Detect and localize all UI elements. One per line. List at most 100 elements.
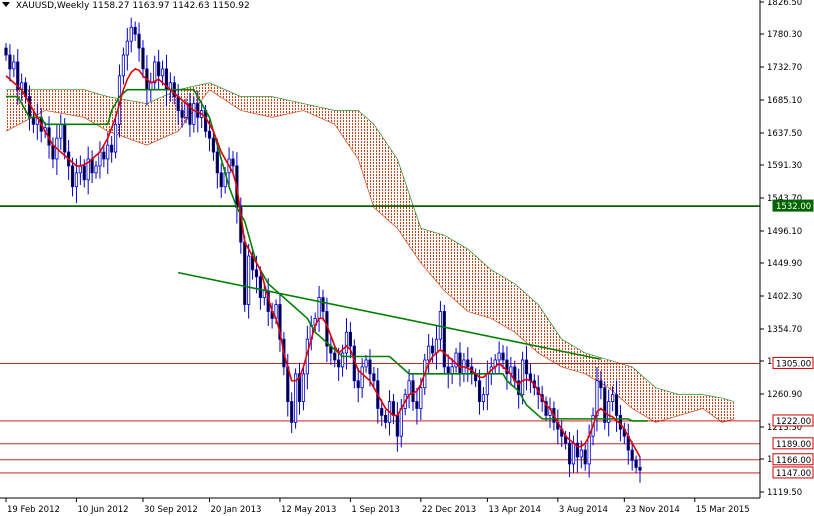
candle-body	[258, 276, 262, 298]
candle-body	[254, 269, 259, 278]
candle-body	[399, 408, 403, 437]
dropdown-triangle-icon[interactable]	[2, 2, 10, 7]
cloud-segment	[491, 269, 515, 333]
cloud-segment	[240, 96, 273, 118]
candle-body	[137, 33, 141, 49]
level-box-label: 1189.00	[776, 440, 811, 450]
candle-body	[129, 26, 133, 42]
candle-body	[157, 61, 161, 77]
candle-body	[98, 151, 102, 167]
x-tick-label: 30 Sep 2012	[144, 505, 198, 515]
candle-body	[611, 394, 615, 402]
candle-body	[90, 158, 94, 174]
candle-body	[364, 359, 368, 368]
cloud-segment	[538, 304, 562, 367]
x-tick-label: 22 Dec 2013	[422, 505, 476, 515]
level-box-label: 1147.00	[776, 469, 811, 479]
candle-body	[458, 352, 462, 375]
y-tick-label: 1213.30	[767, 423, 802, 433]
candle-body	[391, 401, 396, 416]
candle-body	[384, 415, 388, 423]
candle-body	[485, 373, 489, 396]
candle-body	[141, 47, 145, 70]
y-tick-label: 1402.30	[767, 292, 802, 302]
candle-body	[450, 366, 454, 375]
y-tick-label: 1732.70	[767, 63, 802, 73]
level-box-label: 1305.00	[776, 359, 811, 369]
candle-body	[395, 415, 399, 437]
candle-body	[630, 449, 634, 461]
ohlc-label: 1158.27 1163.97 1142.63 1150.92	[92, 1, 250, 11]
candle-body	[121, 54, 126, 77]
candle-body	[380, 408, 384, 416]
price-levels	[0, 205, 760, 474]
cloud-segment	[608, 359, 633, 409]
candle-body	[419, 387, 423, 409]
candle-body	[337, 359, 341, 368]
cloud-segment	[632, 366, 656, 423]
candle-body	[544, 401, 548, 416]
candle-body	[86, 158, 90, 181]
candle-body	[27, 96, 32, 118]
cloud-segment	[514, 283, 539, 354]
candle-body	[184, 103, 188, 118]
candle-body	[12, 61, 16, 70]
level-box	[772, 437, 814, 450]
candle-body	[82, 165, 86, 181]
candle-body	[454, 352, 458, 368]
candle-body	[16, 61, 20, 91]
candle-body	[501, 352, 505, 361]
candle-body	[430, 345, 435, 354]
x-tick-label: 23 Nov 2014	[625, 505, 679, 515]
cloud-segment	[334, 110, 359, 159]
candle-body	[290, 401, 294, 423]
level-box	[772, 199, 814, 212]
candle-body	[321, 297, 325, 312]
candle-body	[438, 311, 443, 340]
candle-body	[595, 380, 599, 416]
candle-body	[434, 338, 439, 354]
x-tick-label: 12 May 2013	[281, 505, 336, 515]
level-box	[772, 414, 814, 427]
level-box	[772, 466, 814, 479]
candle-body	[505, 359, 509, 375]
senkou-span-b	[6, 82, 735, 402]
candle-body	[70, 165, 75, 188]
candle-body	[196, 103, 200, 118]
candle-body	[294, 373, 298, 423]
cloud-segment	[420, 228, 445, 291]
y-tick-label: 1354.70	[767, 325, 802, 335]
candle-body	[517, 380, 521, 396]
candle-body	[348, 331, 352, 347]
candle-body	[360, 366, 364, 389]
candle-body	[113, 123, 118, 153]
y-tick-label: 1780.30	[767, 30, 802, 40]
candle-body	[497, 352, 501, 361]
candle-body	[427, 345, 431, 361]
cloud-segment	[702, 394, 723, 423]
candlesticks	[4, 17, 642, 483]
candle-body	[247, 255, 251, 305]
cloud-segment	[397, 158, 421, 263]
candle-body	[333, 352, 337, 361]
candle-body	[368, 359, 372, 375]
x-tick-label: 19 Feb 2012	[7, 505, 60, 515]
x-tick-label: 13 Apr 2014	[488, 505, 541, 515]
candle-body	[344, 331, 349, 354]
candle-body	[575, 442, 579, 458]
candle-body	[301, 373, 306, 402]
candle-body	[614, 394, 619, 416]
level-box	[772, 453, 814, 466]
candle-body	[180, 110, 184, 118]
candle-body	[297, 373, 302, 402]
y-tick-label: 1260.90	[767, 390, 802, 400]
candle-body	[74, 172, 79, 188]
y-tick-label: 1591.30	[767, 161, 802, 171]
ichimoku-cloud	[5, 82, 735, 423]
cloud-segment	[84, 89, 108, 132]
level-box	[772, 356, 814, 369]
senkou-span-a	[5, 89, 735, 423]
